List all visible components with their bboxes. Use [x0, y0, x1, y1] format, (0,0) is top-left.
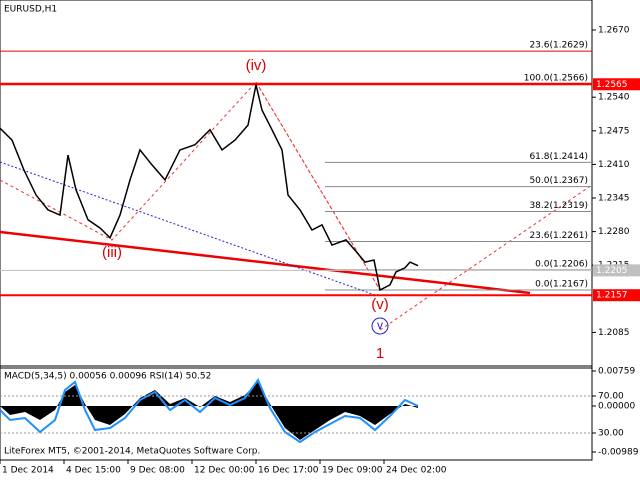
fib-label: 61.8(1.2414) — [529, 152, 588, 162]
wave-line — [255, 81, 381, 291]
macd-histogram — [0, 382, 418, 440]
fib-label: 0.0(1.2206) — [535, 259, 588, 269]
fib-label: 38.2(1.2319) — [529, 201, 588, 211]
fib-label: 0.0(1.2167) — [535, 280, 588, 290]
x-tick-label: 12 Dec 00:00 — [194, 466, 255, 476]
y-tick-label: 1.2085 — [598, 328, 630, 338]
y-tick-label: 1.2345 — [598, 194, 630, 204]
copyright: LiteForex MT5, ©2001-2014, MetaQuotes So… — [4, 447, 260, 457]
price-line — [0, 84, 419, 292]
fib-label: 23.6(1.2261) — [529, 231, 588, 241]
price-box — [593, 264, 640, 277]
indicator-tick-label: -0.00989 — [598, 448, 639, 458]
x-tick-label: 1 Dec 2014 — [2, 466, 54, 476]
wave-label: (iv) — [246, 57, 267, 74]
price-label: 1.2565 — [596, 80, 628, 90]
rsi-line — [0, 377, 419, 444]
wave-label: v — [377, 318, 383, 332]
indicator-tick-label: 0.00759 — [598, 367, 635, 377]
y-tick-label: 1.2540 — [598, 93, 630, 103]
wave-label: (iii) — [102, 244, 122, 261]
y-tick-label: 1.2670 — [598, 25, 630, 35]
x-tick-label: 16 Dec 17:00 — [258, 466, 319, 476]
indicator-tick-label: 0.00000 — [598, 402, 635, 412]
x-tick-label: 9 Dec 08:00 — [130, 466, 185, 476]
indicator-tick-label: 30.00 — [598, 429, 624, 439]
indicator-tick-label: 70.00 — [598, 392, 624, 402]
fib-label: 50.0(1.2367) — [529, 176, 588, 186]
x-tick-label: 4 Dec 15:00 — [66, 466, 121, 476]
symbol-label: EURUSD,H1 — [4, 5, 57, 15]
x-tick-label: 24 Dec 02:00 — [386, 466, 447, 476]
wave-line — [379, 184, 593, 331]
price-label: 1.2205 — [596, 266, 628, 276]
wave-label: 1 — [376, 345, 384, 362]
indicator-label: MACD(5,34,5) 0.00056 0.00096 RSI(14) 50.… — [4, 372, 211, 382]
y-tick-label: 1.2410 — [598, 160, 630, 170]
fib-label: 23.6(1.2629) — [529, 41, 588, 51]
trend-line — [0, 230, 531, 295]
price-box — [593, 289, 640, 302]
fib-label: 100.0(1.2566) — [524, 73, 588, 83]
wave-label: (v) — [371, 296, 389, 313]
x-tick-label: 19 Dec 09:00 — [322, 466, 383, 476]
price-label: 1.2157 — [596, 291, 628, 301]
wave-circle — [371, 317, 389, 335]
plot-frame — [0, 0, 593, 461]
y-tick-label: 1.2280 — [598, 227, 630, 237]
y-tick-label: 1.2475 — [598, 126, 630, 136]
price-box — [593, 78, 640, 91]
